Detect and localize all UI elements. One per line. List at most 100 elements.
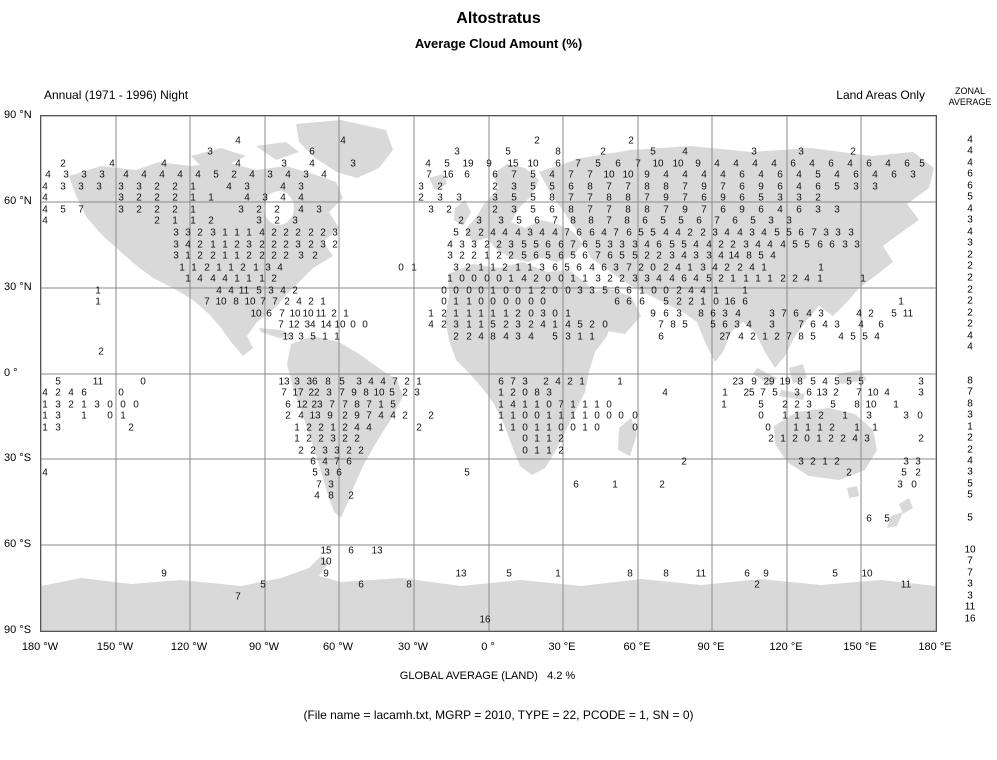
- cloud-amount-value: 4: [309, 158, 315, 170]
- cloud-amount-value: 4: [45, 169, 51, 181]
- cloud-amount-value: 3: [356, 376, 362, 388]
- cloud-amount-value: 4: [161, 158, 167, 170]
- cloud-amount-value: 2: [492, 181, 498, 193]
- cloud-amount-value: 6: [739, 192, 745, 204]
- cloud-amount-value: 1: [570, 410, 576, 422]
- cloud-amount-value: 4: [222, 273, 228, 285]
- cloud-amount-value: 6: [582, 239, 588, 251]
- cloud-amount-value: 5: [256, 285, 262, 297]
- zonal-average-value: 7: [967, 555, 973, 567]
- united-kingdom: [454, 200, 471, 226]
- cloud-amount-value: 3: [173, 239, 179, 251]
- cloud-amount-value: 3: [527, 227, 533, 239]
- cloud-amount-value: 1: [761, 262, 767, 274]
- cloud-amount-value: 0: [804, 433, 810, 445]
- cloud-amount-value: 1: [453, 296, 459, 308]
- cloud-amount-value: 5: [632, 250, 638, 262]
- cloud-amount-value: 14: [320, 319, 332, 331]
- cloud-amount-value: 5: [678, 215, 684, 227]
- cloud-amount-value: 9: [354, 410, 360, 422]
- cloud-amount-value: 6: [81, 387, 87, 399]
- cloud-amount-value: 1: [478, 262, 484, 274]
- cloud-amount-value: 34: [304, 319, 316, 331]
- cloud-amount-value: 2: [754, 579, 760, 591]
- cloud-amount-value: 2: [484, 239, 490, 251]
- cloud-amount-value: 2: [446, 204, 452, 216]
- cloud-amount-value: 5: [901, 467, 907, 479]
- cloud-amount-value: 4: [195, 169, 201, 181]
- cloud-amount-value: 1: [898, 296, 904, 308]
- cloud-amount-value: 6: [310, 456, 316, 468]
- cloud-amount-value: 1: [510, 422, 516, 434]
- cloud-amount-value: 2: [310, 445, 316, 457]
- cloud-amount-value: 3: [328, 479, 334, 491]
- cloud-amount-value: 3: [515, 331, 521, 343]
- cloud-amount-value: 3: [706, 250, 712, 262]
- cloud-amount-value: 0: [362, 319, 368, 331]
- cloud-amount-value: 3: [118, 204, 124, 216]
- cloud-amount-value: 1: [253, 262, 259, 274]
- zonal-average-value: 4: [967, 226, 973, 238]
- cloud-amount-value: 4: [838, 331, 844, 343]
- cloud-amount-value: 5: [650, 146, 656, 158]
- cloud-amount-value: 3: [693, 250, 699, 262]
- file-info-label: (File name = lacamh.txt, MGRP = 2010, TY…: [303, 708, 694, 722]
- cloud-amount-value: 4: [663, 169, 669, 181]
- cloud-amount-value: 3: [173, 250, 179, 262]
- cloud-amount-value: 8: [570, 215, 576, 227]
- cloud-amount-value: 1: [552, 319, 558, 331]
- cloud-amount-value: 3: [842, 239, 848, 251]
- cloud-amount-value: 2: [246, 250, 252, 262]
- cloud-amount-value: 2: [644, 250, 650, 262]
- y-tick-label: 90 °S: [4, 624, 32, 636]
- cloud-amount-value: 2: [346, 445, 352, 457]
- cloud-amount-value: 3: [734, 319, 740, 331]
- cloud-amount-value: 2: [750, 331, 756, 343]
- cloud-amount-value: 6: [722, 319, 728, 331]
- cloud-amount-value: 1: [818, 262, 824, 274]
- cloud-amount-value: 1: [617, 376, 623, 388]
- cloud-amount-value: 4: [681, 250, 687, 262]
- cloud-amount-value: 6: [642, 215, 648, 227]
- cloud-amount-value: 7: [316, 479, 322, 491]
- cloud-amount-value: 4: [555, 376, 561, 388]
- cloud-amount-value: 2: [792, 433, 798, 445]
- cloud-amount-value: 3: [118, 192, 124, 204]
- cloud-amount-value: 1: [546, 410, 552, 422]
- cloud-amount-value: 7: [552, 215, 558, 227]
- cloud-amount-value: 6: [904, 158, 910, 170]
- cloud-amount-value: 5: [862, 331, 868, 343]
- cloud-amount-value: 2: [402, 387, 408, 399]
- cloud-amount-value: 2: [308, 227, 314, 239]
- cloud-amount-value: 1: [466, 319, 472, 331]
- cloud-amount-value: 0: [350, 319, 356, 331]
- cloud-amount-value: 10: [334, 319, 346, 331]
- cloud-amount-value: 3: [712, 227, 718, 239]
- cloud-amount-value: 3: [96, 181, 102, 193]
- cloud-amount-value: 1: [579, 376, 585, 388]
- cloud-amount-value: 4: [822, 319, 828, 331]
- cloud-amount-value: 7: [342, 399, 348, 411]
- cloud-amount-value: 3: [453, 319, 459, 331]
- cloud-amount-value: 3: [262, 192, 268, 204]
- cloud-amount-value: 3: [454, 146, 460, 158]
- cloud-amount-value: 4: [806, 308, 812, 320]
- cloud-amount-value: 7: [511, 169, 517, 181]
- cloud-amount-value: 1: [743, 273, 749, 285]
- cloud-amount-value: 8: [555, 146, 561, 158]
- cloud-amount-value: 1: [755, 273, 761, 285]
- cloud-amount-value: 2: [471, 250, 477, 262]
- cloud-amount-value: 1: [780, 433, 786, 445]
- x-tick-label: 30 °W: [397, 641, 429, 653]
- cloud-amount-value: 2: [55, 387, 61, 399]
- cloud-amount-value: 1: [334, 331, 340, 343]
- cloud-amount-value: 2: [154, 181, 160, 193]
- cloud-amount-value: 27: [719, 331, 731, 343]
- cloud-amount-value: 3: [332, 227, 338, 239]
- cloud-amount-value: 3: [238, 204, 244, 216]
- cloud-amount-value: 9: [739, 204, 745, 216]
- cloud-amount-value: 1: [185, 250, 191, 262]
- cloud-amount-value: 2: [441, 308, 447, 320]
- cloud-amount-value: 3: [786, 215, 792, 227]
- cloud-amount-value: 3: [607, 239, 613, 251]
